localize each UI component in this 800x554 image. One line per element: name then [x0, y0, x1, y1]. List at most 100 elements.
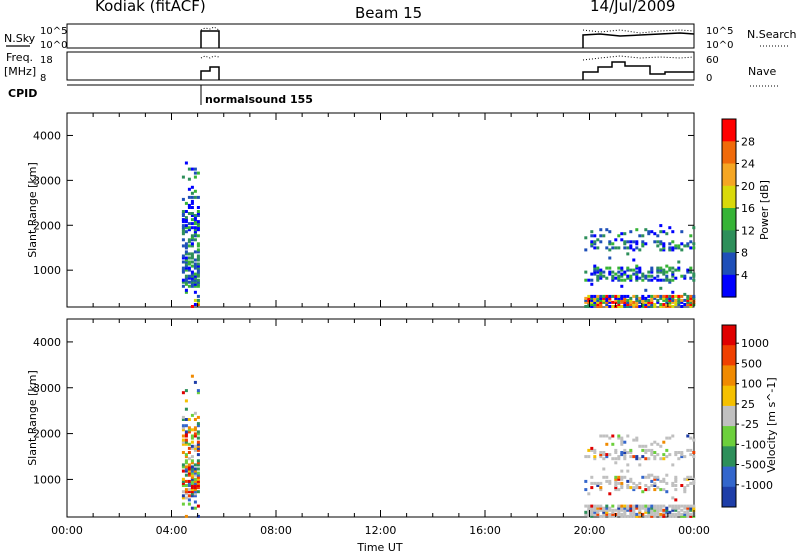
velocity-echo-cell [181, 434, 185, 438]
velocity-echo-cell [605, 479, 609, 483]
velocity-echo-cell [632, 455, 636, 459]
power-echo-cell [662, 303, 666, 306]
power-echo-cell [596, 296, 600, 300]
power-echo-cell [590, 278, 594, 282]
velocity-echo-cell [686, 448, 690, 452]
power-echo-cell [659, 242, 663, 246]
velocity-echo-cell [623, 514, 627, 518]
nsky-trace-morning [200, 30, 220, 48]
power-echo-cell [605, 266, 609, 270]
power-echo-cell [608, 230, 612, 234]
velocity-echo-cell [187, 465, 191, 469]
velocity-echo-cell [662, 514, 666, 518]
power-echo-cell [196, 254, 200, 258]
velocity-echo-cell [620, 451, 624, 454]
power-echo-cell [593, 266, 597, 270]
power-echo-cell [181, 254, 185, 258]
velocity-echo-cell [644, 514, 648, 518]
velocity-echo-cell [641, 455, 645, 459]
power-echo-cell [665, 303, 669, 306]
velocity-echo-cell [668, 453, 672, 457]
power-echo-cell [184, 230, 188, 234]
velocity-echo-cell [602, 451, 606, 454]
velocity-echo-cell [196, 479, 200, 483]
power-echo-cell [638, 270, 642, 274]
power-echo-cell [590, 234, 594, 238]
power-echo-cell [193, 250, 197, 254]
power-echo-cell [599, 296, 603, 300]
power-echo-cell [584, 298, 588, 302]
power-echo-cell [689, 296, 693, 300]
velocity-echo-cell [608, 514, 612, 518]
power-echo-cell [599, 272, 603, 276]
power-echo-cell [662, 305, 666, 308]
power-echo-cell [680, 242, 684, 246]
power-echo-cell [647, 294, 651, 298]
power-echo-cell [181, 232, 185, 236]
velocity-echo-cell [193, 444, 197, 448]
velocity-echo-cell [190, 434, 194, 438]
velocity-colorbar-label: -1000 [741, 479, 773, 492]
velocity-echo-cell [626, 479, 630, 483]
power-echo-cell [605, 300, 609, 304]
velocity-echo-cell [638, 506, 642, 510]
power-echo-cell [605, 303, 609, 306]
power-echo-cell [644, 288, 648, 292]
velocity-colorbar-segment [722, 426, 736, 447]
power-echo-cell [626, 266, 630, 270]
power-echo-cell [632, 240, 636, 244]
velocity-echo-cell [599, 504, 603, 508]
velocity-echo-cell [650, 506, 654, 510]
power-echo-cell [608, 305, 612, 308]
power-echo-cell [596, 298, 600, 302]
velocity-colorbar-label: -25 [741, 418, 759, 431]
power-echo-cell [593, 296, 597, 300]
velocity-echo-cell [641, 490, 645, 494]
power-echo-cell [190, 282, 194, 286]
velocity-echo-cell [184, 455, 188, 459]
power-echo-cell [611, 246, 615, 250]
velocity-echo-cell [680, 512, 684, 516]
power-echo-cell [617, 266, 621, 270]
velocity-echo-cell [193, 448, 197, 452]
velocity-echo-cell [644, 451, 648, 454]
velocity-colorbar-segment [722, 405, 736, 427]
velocity-echo-cell [190, 494, 194, 498]
power-echo-cell [608, 270, 612, 274]
power-echo-cell [193, 167, 197, 171]
power-echo-cell [677, 303, 681, 306]
power-echo-cell [647, 298, 651, 302]
velocity-echo-cell [674, 498, 678, 502]
velocity-echo-cell [638, 512, 642, 516]
velocity-echo-cell [196, 490, 200, 494]
power-echo-cell [181, 210, 185, 213]
velocity-echo-cell [184, 438, 188, 442]
power-echo-cell [596, 305, 600, 308]
power-echo-cell [190, 280, 194, 284]
power-echo-cell [689, 276, 693, 280]
power-echo-cell [190, 195, 194, 199]
power-echo-cell [181, 268, 185, 272]
velocity-echo-cell [584, 479, 588, 483]
velocity-echo-cell [683, 514, 687, 518]
power-echo-cell [668, 280, 672, 284]
velocity-echo-cell [689, 481, 693, 485]
power-echo-cell [683, 274, 687, 278]
velocity-echo-cell [184, 434, 188, 438]
power-echo-cell [638, 248, 642, 252]
velocity-echo-cell [650, 442, 654, 446]
velocity-echo-cell [593, 504, 597, 508]
velocity-echo-cell [593, 481, 597, 485]
power-echo-cell [692, 242, 696, 246]
velocity-echo-cell [196, 463, 200, 467]
power-echo-cell [641, 272, 645, 276]
power-echo-cell [599, 305, 603, 308]
power-echo-cell [196, 272, 200, 276]
velocity-echo-cell [584, 504, 588, 508]
power-echo-cell [614, 246, 618, 250]
velocity-echo-cell [190, 471, 194, 475]
velocity-echo-cell [611, 510, 615, 514]
velocity-echo-cell [590, 446, 594, 450]
velocity-echo-cell [608, 492, 612, 496]
power-echo-cell [668, 266, 672, 270]
